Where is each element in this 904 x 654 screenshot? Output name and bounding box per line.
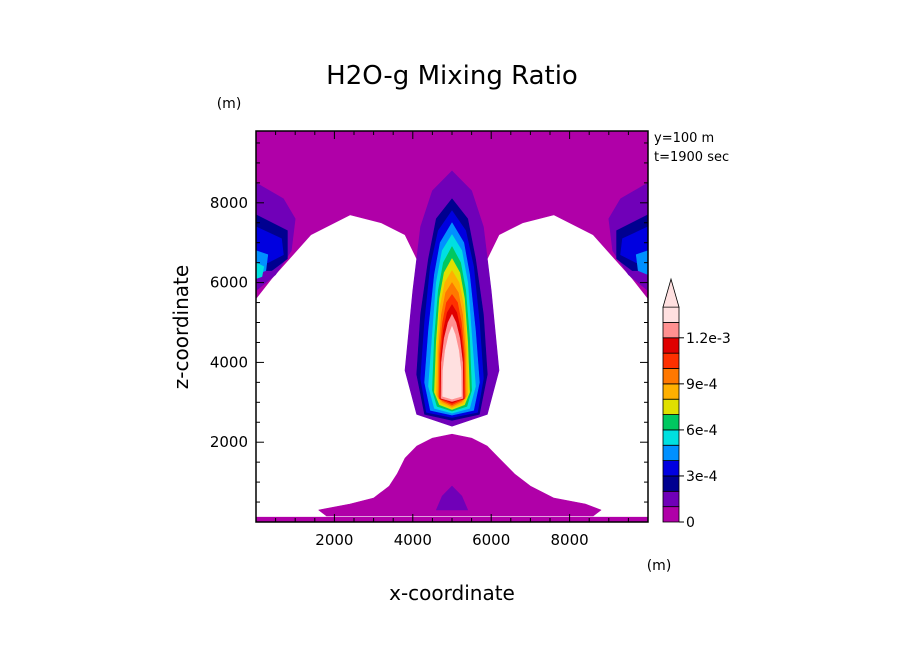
colorbar-swatch-9 [662,368,680,385]
colorbar-swatch-0 [662,506,680,523]
y-ticks: 2000 4000 6000 8000 [210,142,648,503]
colorbar-swatch-7 [662,398,680,415]
colorbar-swatch-5 [662,429,680,446]
y-unit-label: (m) [217,96,242,112]
colorbar-swatch-13 [662,306,680,323]
y-tick-label: 4000 [210,353,248,371]
x-unit-label: (m) [647,558,672,574]
colorbar-tick-label: 9e-4 [686,377,718,393]
plot-area: 2000 4000 6000 8000 2000 4000 6000 8000 [210,130,649,549]
contour-region-3 [435,485,469,511]
x-tick-label: 4000 [394,531,432,549]
colorbar-swatch-6 [662,414,680,431]
colorbar-tick-label: 1.2e-3 [686,331,731,347]
colorbar-swatch-8 [662,383,680,400]
annotation-y-position: y=100 m [654,131,714,146]
colorbar-tick-label: 6e-4 [686,423,718,439]
y-axis-label: z-coordinate [169,265,193,389]
colorbar-tick-label: 3e-4 [686,469,718,485]
contour-region-25 [442,326,462,400]
y-tick-label: 8000 [210,194,248,212]
colorbar-swatch-12 [662,322,680,339]
contour-regions [255,130,649,523]
x-ticks: 2000 4000 6000 8000 [275,131,629,549]
colorbar-swatch-11 [662,337,680,354]
contour-region-2 [318,433,602,517]
x-tick-label: 8000 [551,531,589,549]
x-axis-label: x-coordinate [389,581,515,605]
colorbar: 0 3e-4 6e-4 9e-4 1.2e-3 [662,277,731,531]
colorbar-swatch-3 [662,460,680,477]
colorbar-swatch-1 [662,490,680,508]
colorbar-extend-arrow [662,277,680,308]
x-tick-label: 2000 [315,531,353,549]
colorbar-tick-label: 0 [686,515,695,531]
colorbar-swatch-2 [662,475,680,492]
annotation-time: t=1900 sec [654,150,729,165]
colorbar-swatch-4 [662,444,680,462]
y-tick-label: 2000 [210,433,248,451]
chart-title: H2O-g Mixing Ratio [326,61,578,91]
x-tick-label: 6000 [472,531,510,549]
colorbar-swatch-10 [662,352,680,369]
y-tick-label: 6000 [210,274,248,292]
